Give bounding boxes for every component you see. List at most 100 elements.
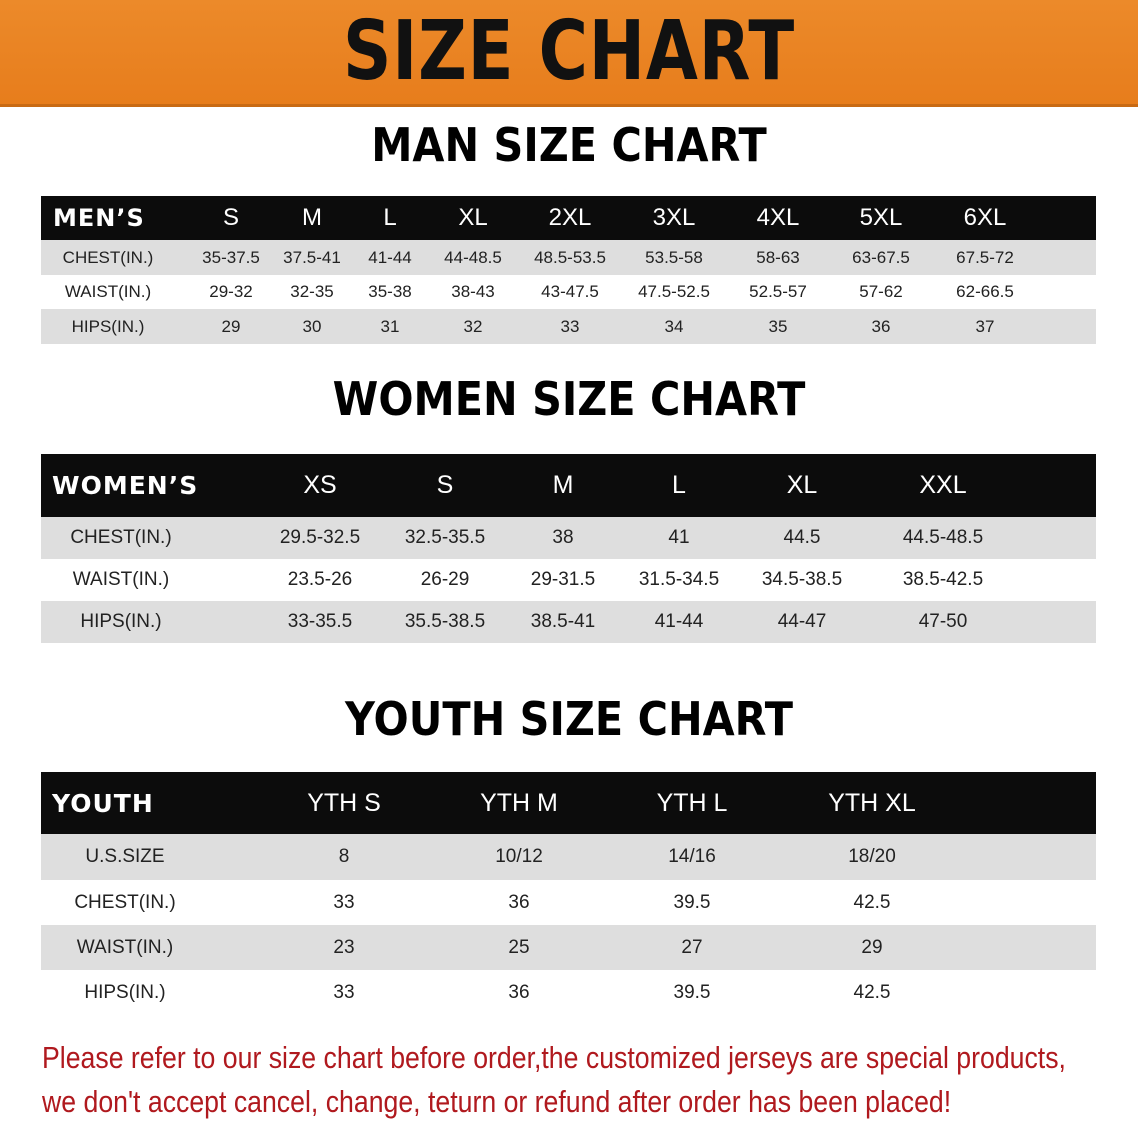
measurement-cell: 48.5-53.5	[534, 247, 606, 267]
measurement-cell: 37	[975, 316, 995, 336]
notice-line-2: we don't accept cancel, change, teturn o…	[42, 1084, 952, 1119]
size-header: YTH M	[480, 788, 558, 817]
measurement-cell: 37.5-41	[283, 247, 341, 267]
measurement-cell: 33	[333, 891, 355, 913]
measurement-cell: 63-67.5	[852, 247, 910, 267]
measurement-cell: 62-66.5	[956, 282, 1014, 301]
row-label: HIPS(IN.)	[80, 611, 162, 632]
table-row: WAIST(IN.) 23 25 27 29	[41, 925, 1096, 970]
measurement-cell: 38-43	[451, 282, 495, 301]
measurement-cell: 36	[871, 316, 891, 336]
size-header: S	[436, 471, 454, 499]
measurement-cell: 29.5-32.5	[279, 527, 361, 548]
table-row: CHEST(IN.) 33 36 39.5 42.5	[41, 880, 1096, 925]
measurement-cell: 42.5	[853, 981, 891, 1003]
row-label: CHEST(IN.)	[74, 891, 176, 913]
size-header: YTH L	[656, 788, 728, 817]
measurement-cell: 32-35	[290, 282, 334, 301]
women-header-row: WOMEN’S XS S M L XL XXL	[41, 454, 1096, 517]
measurement-cell: 34.5-38.5	[761, 569, 843, 590]
measurement-cell: 26-29	[420, 569, 470, 590]
measurement-cell: 44.5-48.5	[902, 527, 984, 548]
measurement-cell: 38	[552, 527, 574, 548]
size-header: YTH XL	[828, 788, 916, 817]
measurement-cell: 53.5-58	[645, 247, 703, 267]
size-header: L	[672, 471, 686, 499]
table-row: CHEST(IN.) 35-37.5 37.5-41 41-44 44-48.5 48.5…	[41, 240, 1096, 275]
measurement-cell: 44.5	[783, 527, 821, 548]
banner-title: SIZE CHART	[342, 4, 796, 99]
women-header-label: WOMEN’S	[52, 471, 199, 500]
size-header: 2XL	[548, 204, 592, 231]
measurement-cell: 29-31.5	[530, 569, 596, 590]
size-header: XL	[458, 204, 488, 231]
measurement-cell: 47.5-52.5	[638, 282, 710, 301]
measurement-cell: 35-37.5	[202, 247, 260, 267]
men-header-label: MEN’S	[53, 204, 145, 232]
row-label: U.S.SIZE	[85, 846, 165, 867]
measurement-cell: 31.5-34.5	[638, 569, 720, 590]
size-header: S	[222, 204, 240, 231]
measurement-cell: 23	[333, 936, 355, 958]
measurement-cell: 30	[302, 316, 322, 336]
measurement-cell: 31	[380, 316, 400, 336]
measurement-cell: 33-35.5	[287, 611, 353, 632]
table-row: HIPS(IN.) 33 36 39.5 42.5	[41, 970, 1096, 1015]
measurement-cell: 36	[508, 981, 530, 1003]
youth-header-row: YOUTH YTH S YTH M YTH L YTH XL	[41, 772, 1096, 834]
measurement-cell: 58-63	[756, 247, 800, 267]
measurement-cell: 35-38	[368, 282, 412, 301]
measurement-cell: 41-44	[654, 611, 704, 632]
youth-header-label: YOUTH	[52, 788, 154, 818]
measurement-cell: 14/16	[668, 846, 716, 867]
measurement-cell: 33	[560, 316, 580, 336]
table-row: U.S.SIZE 8 10/12 14/16 18/20	[41, 834, 1096, 880]
size-header: XS	[303, 471, 337, 499]
banner: SIZE CHART	[0, 0, 1138, 107]
size-header: 5XL	[859, 204, 903, 231]
measurement-cell: 42.5	[853, 891, 891, 913]
measurement-cell: 38.5-42.5	[902, 569, 984, 590]
size-header: 3XL	[652, 204, 696, 231]
men-header-row: MEN’S S M L XL 2XL 3XL 4XL 5XL 6XL	[41, 196, 1096, 240]
table-row: CHEST(IN.) 29.5-32.5 32.5-35.5 38 41 44.5 44.5…	[41, 517, 1096, 559]
size-header: 6XL	[963, 204, 1007, 231]
measurement-cell: 27	[681, 936, 703, 958]
measurement-cell: 35.5-38.5	[404, 611, 486, 632]
size-header: M	[552, 471, 574, 499]
measurement-cell: 41	[668, 527, 690, 548]
row-label: CHEST(IN.)	[70, 527, 172, 548]
measurement-cell: 18/20	[848, 846, 896, 867]
size-header: XL	[786, 471, 818, 499]
size-header: M	[302, 204, 322, 231]
measurement-cell: 67.5-72	[956, 247, 1014, 267]
measurement-cell: 39.5	[673, 981, 711, 1003]
row-label: HIPS(IN.)	[84, 981, 166, 1003]
measurement-cell: 43-47.5	[541, 282, 599, 301]
measurement-cell: 36	[508, 891, 530, 913]
size-header: XXL	[919, 471, 967, 499]
men-section-title: MAN SIZE CHART	[371, 118, 767, 172]
measurement-cell: 32	[463, 316, 483, 336]
measurement-cell: 25	[508, 936, 530, 958]
table-row: HIPS(IN.) 29 30 31 32 33 34 35 36 37	[41, 309, 1096, 344]
table-row: HIPS(IN.) 33-35.5 35.5-38.5 38.5-41 41-44 44-…	[41, 601, 1096, 643]
women-section-title: WOMEN SIZE CHART	[332, 372, 806, 426]
row-label: WAIST(IN.)	[76, 936, 174, 958]
table-row: WAIST(IN.) 29-32 32-35 35-38 38-43 43-47.5 47.…	[41, 275, 1096, 309]
measurement-cell: 34	[664, 316, 684, 336]
measurement-cell: 29-32	[209, 282, 253, 301]
row-label: WAIST(IN.)	[72, 569, 170, 590]
measurement-cell: 38.5-41	[530, 611, 596, 632]
measurement-cell: 57-62	[859, 282, 903, 301]
size-header: L	[383, 204, 397, 231]
measurement-cell: 32.5-35.5	[404, 527, 486, 548]
measurement-cell: 52.5-57	[749, 282, 807, 301]
table-row: WAIST(IN.) 23.5-26 26-29 29-31.5 31.5-34.5 34…	[41, 559, 1096, 601]
measurement-cell: 47-50	[918, 611, 968, 632]
measurement-cell: 23.5-26	[287, 569, 353, 590]
size-header: 4XL	[756, 204, 800, 231]
measurement-cell: 35	[768, 316, 788, 336]
measurement-cell: 41-44	[368, 247, 412, 267]
